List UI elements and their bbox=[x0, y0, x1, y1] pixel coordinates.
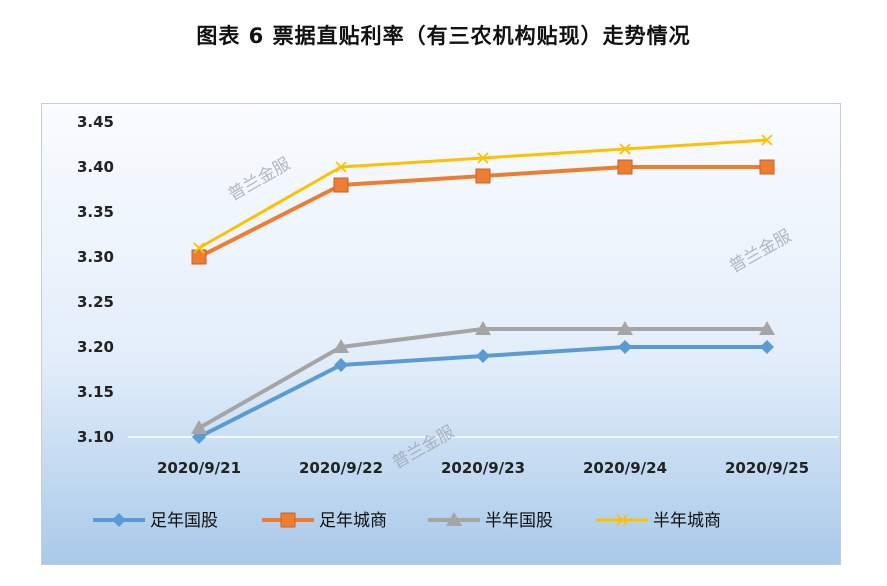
legend-marker bbox=[446, 512, 462, 526]
y-tick-label: 3.30 bbox=[77, 248, 114, 266]
data-point-2 bbox=[333, 177, 349, 193]
data-point-2 bbox=[759, 159, 775, 175]
data-point-1 bbox=[476, 349, 490, 363]
data-point-1 bbox=[334, 358, 348, 372]
legend-marker bbox=[112, 513, 126, 527]
y-tick-label: 3.20 bbox=[77, 338, 114, 356]
data-point-2 bbox=[617, 159, 633, 175]
watermark: 普兰金服 bbox=[225, 154, 294, 205]
x-tick-label: 2020/9/25 bbox=[725, 459, 809, 477]
chart-title: 图表 6 票据直贴利率（有三农机构贴现）走势情况 bbox=[196, 24, 691, 48]
x-tick-label: 2020/9/23 bbox=[441, 459, 525, 477]
y-tick-label: 3.15 bbox=[77, 383, 114, 401]
y-tick-label: 3.10 bbox=[77, 428, 114, 446]
watermark: 普兰金服 bbox=[726, 226, 795, 277]
legend-label: 足年国股 bbox=[150, 511, 218, 531]
y-tick-label: 3.40 bbox=[77, 158, 114, 176]
y-tick-label: 3.45 bbox=[77, 113, 114, 131]
legend-label: 半年城商 bbox=[653, 511, 721, 531]
x-tick-label: 2020/9/24 bbox=[583, 459, 667, 477]
data-point-1 bbox=[618, 340, 632, 354]
data-point-4 bbox=[619, 143, 631, 155]
data-point-3 bbox=[759, 321, 775, 335]
data-point-4 bbox=[193, 242, 205, 254]
legend-label: 足年城商 bbox=[319, 511, 387, 531]
data-point-2 bbox=[475, 168, 491, 184]
legend-marker bbox=[616, 514, 628, 526]
data-point-3 bbox=[475, 321, 491, 335]
x-tick-label: 2020/9/21 bbox=[157, 459, 241, 477]
data-point-4 bbox=[477, 152, 489, 164]
legend-label: 半年国股 bbox=[485, 511, 553, 531]
y-tick-label: 3.35 bbox=[77, 203, 114, 221]
y-tick-label: 3.25 bbox=[77, 293, 114, 311]
series-line-3 bbox=[198, 327, 767, 430]
data-point-4 bbox=[761, 134, 773, 146]
legend-marker bbox=[280, 512, 296, 528]
data-point-1 bbox=[760, 340, 774, 354]
data-point-2 bbox=[191, 249, 207, 265]
data-point-3 bbox=[617, 321, 633, 335]
x-tick-label: 2020/9/22 bbox=[299, 459, 383, 477]
data-point-3 bbox=[191, 420, 207, 434]
data-point-4 bbox=[335, 161, 347, 173]
data-point-3 bbox=[333, 339, 349, 353]
